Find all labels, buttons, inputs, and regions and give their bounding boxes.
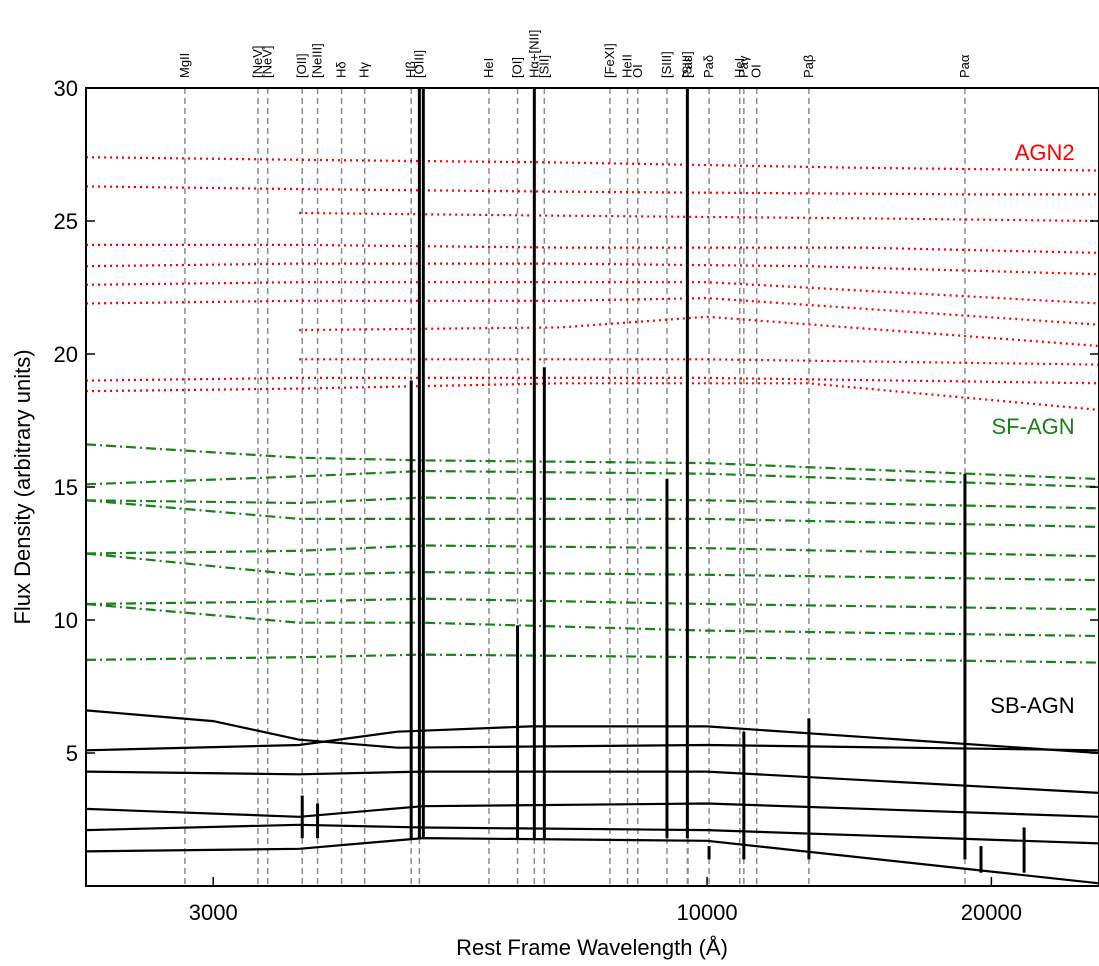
marker-label: [SIII]	[659, 51, 674, 78]
series-line	[86, 709, 1099, 752]
marker-label: HeI	[732, 58, 747, 78]
series-line	[86, 597, 1099, 611]
series-line	[86, 281, 1099, 305]
series-line	[86, 469, 1099, 489]
series-line	[86, 185, 1099, 196]
y-tick-label: 5	[66, 741, 78, 766]
marker-label: Paβ	[801, 55, 816, 78]
axes: 5 10 15 20 25 30 3000 10000 20000	[54, 76, 1099, 925]
marker-label: Hγ	[357, 62, 372, 78]
series-group-agn2	[86, 156, 1099, 411]
x-tick-label: 3000	[189, 900, 238, 925]
series-line	[86, 552, 1099, 582]
marker-label: [NeIII]	[310, 43, 325, 78]
marker-label: [OIII]	[411, 50, 426, 78]
marker-label: OI	[749, 64, 764, 78]
x-axis-label: Rest Frame Wavelength (Å)	[456, 935, 728, 960]
marker-label: Paα	[957, 54, 972, 78]
marker-label: Paδ	[701, 55, 716, 78]
group-labels: AGN2 SF-AGN SB-AGN	[990, 140, 1074, 718]
marker-label: [OII]	[294, 53, 309, 78]
series-line	[86, 725, 1099, 755]
series-line	[86, 544, 1099, 558]
marker-label: Paε	[680, 56, 695, 78]
marker-label: [OI]	[510, 57, 525, 78]
series-line	[86, 602, 1099, 638]
group-label: AGN2	[1015, 140, 1075, 165]
marker-label: HeI	[481, 58, 496, 78]
marker-label: [FeXI]	[602, 43, 617, 78]
series-line	[86, 296, 1099, 326]
group-label: SF-AGN	[992, 414, 1075, 439]
y-tick-label: 10	[54, 608, 78, 633]
marker-label: Paγ	[736, 55, 751, 78]
series-line	[86, 496, 1099, 510]
marker-label: [SII]	[536, 55, 551, 78]
series-line	[86, 443, 1099, 481]
marker-label: HeII	[620, 54, 635, 78]
y-axis-label: Flux Density (arbitrary units)	[10, 349, 35, 624]
series-line	[86, 382, 1099, 411]
marker-label: Hδ	[334, 61, 349, 78]
marker-label: [NeV]	[260, 45, 275, 78]
marker-label: [NeV]	[250, 45, 265, 78]
marker-label: Hα+[NII]	[526, 30, 541, 78]
x-tick-label: 20000	[961, 900, 1022, 925]
y-tick-label: 15	[54, 475, 78, 500]
y-tick-label: 20	[54, 342, 78, 367]
marker-label: OI	[630, 64, 645, 78]
marker-labels: MgII [NeV][NeV] [OII] [NeIII] Hδ Hγ Hβ[OIII] He…	[177, 30, 972, 78]
series-line	[86, 376, 1099, 385]
marker-label: MgII	[177, 53, 192, 78]
x-tick-label: 10000	[676, 900, 737, 925]
series-group-sb-agn	[86, 88, 1099, 885]
series-line	[86, 499, 1099, 528]
group-label: SB-AGN	[990, 693, 1074, 718]
series-group-sf-agn	[86, 443, 1099, 664]
y-tick-label: 25	[54, 209, 78, 234]
y-tick-label: 30	[54, 76, 78, 101]
plot-area	[85, 87, 1099, 887]
series-line	[86, 243, 1099, 254]
plot-background	[86, 88, 1099, 886]
series-line	[86, 156, 1099, 172]
series-group	[86, 88, 1099, 885]
marker-label: [SIII]	[679, 51, 694, 78]
marker-label: Hβ	[403, 61, 418, 78]
series-line	[86, 653, 1099, 664]
series-line	[86, 262, 1099, 276]
